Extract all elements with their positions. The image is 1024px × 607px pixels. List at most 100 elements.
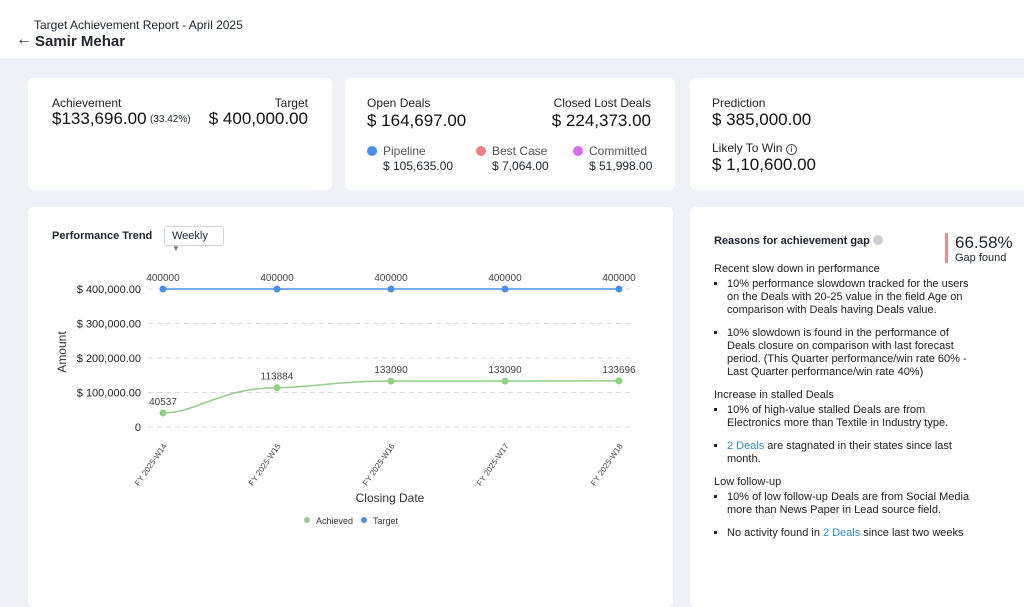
reason-list: 10% of high-value stalled Deals are from… <box>714 404 979 466</box>
page: Target Achievement Report - April 2025 ←… <box>0 0 1024 592</box>
breakdown-name: Pipeline <box>383 144 426 158</box>
label: Likely To Win i <box>712 141 797 155</box>
x-tick-label: FY 2025-W18 <box>589 442 625 488</box>
chart-card: Performance Trend Weekly ▼ <box>28 207 673 607</box>
back-arrow[interactable]: ← <box>16 31 32 48</box>
breakdown-value: $ 105,635.00 <box>383 159 454 173</box>
subtitle: Target Achievement Report - April 2025 <box>34 18 243 32</box>
legend-swatch <box>304 517 310 523</box>
reasons-card: Reasons for achievement gap 66.58% Gap f… <box>690 207 1024 607</box>
value: $133,696.00 <box>52 109 147 128</box>
data-point <box>387 285 395 293</box>
label: Prediction <box>712 96 766 110</box>
gap-value: 66.58% <box>955 233 1013 252</box>
data-label: 400000 <box>488 273 522 284</box>
data-point <box>501 377 509 385</box>
reason-item: 10% of high-value stalled Deals are from… <box>727 404 979 430</box>
y-tick-label: $ 100,000.00 <box>77 388 141 400</box>
label: Target <box>274 96 308 110</box>
label: Closed Lost Deals <box>553 96 651 110</box>
dropdown-value: Weekly <box>172 230 208 242</box>
section-heading: Recent slow down in performance <box>714 263 880 275</box>
legend-label: Achieved <box>316 516 353 526</box>
value: $ 385,000.00 <box>712 110 812 129</box>
breakdown-dot <box>573 146 583 156</box>
deals-link[interactable]: 2 Deals <box>727 440 765 452</box>
data-label: 400000 <box>602 273 636 284</box>
data-point <box>501 285 509 293</box>
y-axis-label: Amount <box>55 331 69 373</box>
breakdown-name: Best Case <box>492 144 548 158</box>
reason-list: 10% of low follow-up Deals are from Soci… <box>714 491 979 540</box>
data-point <box>159 285 167 293</box>
chart: 0 $ 100,000.00 $ 200,000.00 $ 300,000.00 $ 4… <box>55 273 636 526</box>
dropdown[interactable]: Weekly ▼ <box>164 226 224 253</box>
reason-text: since last two weeks <box>863 527 964 539</box>
value: $ 224,373.00 <box>551 111 651 130</box>
label: Open Deals <box>367 96 431 110</box>
data-point <box>615 285 623 293</box>
x-tick-label: FY 2025-W14 <box>133 442 169 488</box>
breakdown-dot <box>476 146 486 156</box>
reason-text: No activity found in <box>727 527 820 539</box>
data-label: 133090 <box>488 365 522 376</box>
deals-link[interactable]: 2 Deals <box>822 527 861 539</box>
data-label: 113884 <box>261 372 294 383</box>
y-tick-label: $ 300,000.00 <box>77 319 141 331</box>
breakdown-value: $ 51,998.00 <box>589 159 653 173</box>
data-label: 133696 <box>602 365 636 376</box>
data-point <box>387 377 395 385</box>
data-point <box>159 409 167 417</box>
prediction-card: Prediction $ 385,000.00 Likely To Win i … <box>690 78 1024 190</box>
data-label: 40537 <box>149 397 177 408</box>
header: Target Achievement Report - April 2025 ←… <box>0 0 1024 60</box>
y-tick-label: $ 400,000.00 <box>77 284 141 296</box>
x-tick-label: FY 2025-W16 <box>361 442 397 488</box>
achievement-card: Achievement $133,696.00 (33.42%) Target … <box>28 78 332 190</box>
reason-text: 10% of high-value stalled Deals are from… <box>727 404 949 429</box>
breakdown-dot <box>367 146 377 156</box>
reasons-list: Recent slow down in performance 10% perfo… <box>714 263 979 550</box>
x-tick-label: FY 2025-W17 <box>475 442 511 488</box>
value: $ 1,10,600.00 <box>712 155 816 174</box>
reason-text: are stagnated in their states since last… <box>727 440 952 465</box>
gap-label: Gap found <box>955 252 1007 264</box>
reasons-title-text: Reasons for achievement gap <box>714 235 870 247</box>
breakdown-name: Committed <box>589 144 648 158</box>
data-label: 400000 <box>374 273 408 284</box>
data-label: 133090 <box>374 365 408 376</box>
reason-text: 10% performance slowdown tracked for the… <box>727 278 969 316</box>
label: Achievement <box>52 96 122 110</box>
y-tick-label: $ 200,000.00 <box>77 353 141 365</box>
section-heading: Low follow-up <box>714 476 782 488</box>
chart-title: Performance Trend <box>52 230 153 242</box>
reason-item: 10% of low follow-up Deals are from Soci… <box>727 491 979 517</box>
data-point <box>615 377 623 385</box>
reasons-title: Reasons for achievement gap <box>714 235 883 247</box>
section-heading: Increase in stalled Deals <box>714 389 834 401</box>
reason-list: 10% performance slowdown tracked for the… <box>714 278 979 379</box>
y-tick-label: 0 <box>135 422 141 434</box>
series-line <box>162 380 620 414</box>
value: $ 400,000.00 <box>208 109 308 128</box>
legend-label: Target <box>373 516 399 526</box>
x-tick-label: FY 2025-W15 <box>247 442 283 488</box>
data-point <box>273 384 281 392</box>
percent: (33.42%) <box>150 114 191 125</box>
gap-bar <box>945 233 948 263</box>
value: $ 164,697.00 <box>367 111 467 130</box>
reason-text: 10% of low follow-up Deals are from Soci… <box>727 491 970 516</box>
title: Samir Mehar <box>35 33 126 50</box>
info-icon[interactable]: i <box>785 144 797 155</box>
likely-label: Likely To Win <box>712 141 783 155</box>
data-point <box>273 285 281 293</box>
deals-card: Open Deals $ 164,697.00 Closed Lost Deal… <box>345 78 675 190</box>
data-label: 400000 <box>146 273 180 284</box>
reason-text: 10% slowdown is found in the performance… <box>727 327 967 378</box>
reason-item: 10% slowdown is found in the performance… <box>727 327 979 379</box>
info-icon[interactable] <box>872 235 883 245</box>
data-label: 400000 <box>260 273 294 284</box>
reason-item: 10% performance slowdown tracked for the… <box>727 278 979 317</box>
